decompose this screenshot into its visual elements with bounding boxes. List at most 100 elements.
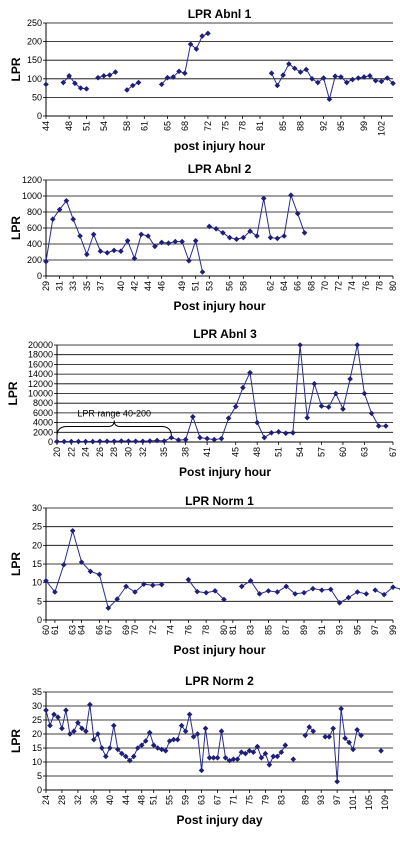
lpr-norm-2-data-point	[202, 725, 209, 732]
lpr-norm-1-xtick-label: 85	[263, 625, 273, 635]
lpr-abnl-2-data-point	[158, 239, 165, 246]
lpr-abnl-2-data-point	[50, 216, 56, 222]
lpr-abnl-1-data-point	[77, 85, 84, 91]
lpr-norm-1-data-point	[327, 586, 334, 593]
lpr-abnl-1-data-point	[158, 81, 165, 88]
lpr-norm-2-data-point	[63, 707, 69, 713]
lpr-norm-2-data-point	[350, 746, 356, 753]
lpr-norm-2-data-point	[134, 745, 141, 751]
lpr-abnl-2-xtick-label: 72	[334, 281, 344, 291]
lpr-norm-2-xtick-label: 51	[149, 795, 159, 805]
lpr-abnl-2-data-point	[220, 230, 226, 236]
lpr-abnl-1-data-point	[205, 30, 211, 37]
lpr-abnl-2-xtick-label: 49	[177, 281, 187, 291]
lpr-abnl-1-xtick-label: 85	[278, 121, 288, 131]
lpr-abnl-1-data-point	[286, 61, 292, 67]
lpr-abnl-3-x-axis-label: Post injury hour	[179, 465, 271, 479]
lpr-abnl-3-data-point	[89, 438, 96, 445]
lpr-abnl-3-ytick-label: 2000	[33, 427, 53, 437]
lpr-norm-1-ytick-label: 20	[32, 540, 42, 550]
lpr-norm-2-data-point	[190, 734, 197, 740]
lpr-abnl-3-data-point	[168, 434, 175, 441]
lpr-abnl-1-data-point	[124, 87, 130, 93]
lpr-norm-1-data-point	[43, 578, 49, 584]
lpr-abnl-2-xtick-label: 74	[347, 281, 357, 291]
lpr-abnl-1-data-point	[309, 76, 315, 82]
lpr-abnl-2-ytick-label: 0	[37, 271, 42, 281]
lpr-norm-2-data-point	[214, 755, 221, 761]
lpr-abnl-1-ytick-label: 100	[27, 74, 42, 84]
lpr-norm-1-xtick-label: 89	[299, 625, 309, 635]
lpr-abnl-1-data-point	[291, 65, 298, 72]
lpr-norm-1-data-point	[87, 568, 94, 575]
lpr-abnl-3-ytick-label: 18000	[28, 350, 53, 360]
lpr-abnl-3-data-point	[104, 438, 110, 445]
lpr-norm-2-data-point	[242, 750, 249, 757]
lpr-norm-2-data-point	[126, 757, 133, 764]
lpr-norm-2-xtick-label: 93	[316, 795, 326, 805]
lpr-abnl-3-ytick-label: 12000	[28, 379, 53, 389]
lpr-abnl-2-xtick-label: 44	[143, 281, 153, 291]
lpr-norm-1-data-point	[238, 583, 245, 590]
lpr-norm-2-data-point	[142, 738, 149, 744]
lpr-norm-2-data-point	[358, 732, 364, 739]
lpr-abnl-2-xtick-label: 58	[238, 281, 248, 291]
lpr-norm-2-data-point	[282, 742, 289, 748]
lpr-abnl-2-data-point	[254, 233, 260, 239]
lpr-abnl-3-data-point	[161, 438, 168, 444]
lpr-abnl-3-data-point	[132, 438, 139, 445]
lpr-norm-1-data-point	[78, 559, 85, 565]
lpr-abnl-2-ytick-label: 800	[27, 207, 42, 217]
lpr-norm-2-series-line	[325, 708, 362, 782]
lpr-norm-2-data-point	[138, 742, 145, 748]
lpr-norm-2-data-point	[330, 725, 336, 732]
lpr-abnl-2-data-point	[247, 228, 253, 234]
lpr-abnl-2-data-point	[192, 238, 199, 244]
lpr-abnl-1-data-point	[83, 86, 90, 92]
lpr-abnl-1-data-point	[343, 79, 350, 86]
lpr-abnl-1-xtick-label: 75	[220, 121, 230, 131]
lpr-abnl-3-xtick-label: 57	[317, 447, 327, 457]
lpr-abnl-2-xtick-label: 53	[204, 281, 214, 291]
lpr-abnl-1-data-point	[170, 74, 177, 80]
lpr-norm-1-data-point	[247, 578, 254, 584]
lpr-norm-2-data-point	[258, 755, 265, 761]
lpr-norm-2-data-point	[322, 734, 328, 740]
lpr-norm-2-data-point	[166, 738, 173, 744]
lpr-norm-2-ytick-label: 35	[32, 687, 42, 697]
lpr-abnl-3-xtick-label: 26	[95, 447, 105, 457]
lpr-abnl-1-xtick-label: 68	[180, 121, 190, 131]
lpr-norm-2-data-point	[218, 728, 225, 734]
lpr-abnl-1-data-point	[66, 73, 72, 79]
lpr-abnl-3-xtick-label: 60	[338, 447, 348, 457]
lpr-abnl-3-data-point	[304, 414, 311, 421]
lpr-norm-2-chart: LPR Norm 2 0 5 10 15 20 25 30 35 24 28 32 36 40 44 48 51…	[9, 674, 393, 827]
lpr-norm-2-xtick-label: 28	[57, 795, 67, 805]
lpr-abnl-3-annotation-brace	[56, 420, 172, 437]
lpr-norm-2-y-axis-label: LPR	[9, 729, 23, 753]
lpr-abnl-1-ytick-label: 0	[37, 111, 42, 121]
lpr-abnl-3-xtick-label: 20	[52, 447, 62, 457]
lpr-norm-2-data-point	[338, 706, 344, 712]
lpr-abnl-3-xtick-label: 54	[295, 447, 305, 457]
lpr-norm-1-title: LPR Norm 1	[185, 494, 254, 508]
lpr-norm-1-xtick-label: 78	[201, 625, 211, 635]
lpr-abnl-3-ytick-label: 20000	[28, 340, 53, 350]
lpr-abnl-2-data-point	[281, 233, 287, 239]
lpr-abnl-3-data-point	[154, 437, 160, 444]
lpr-norm-2-ytick-label: 15	[32, 743, 42, 753]
lpr-norm-1-xtick-label: 67	[103, 625, 113, 635]
lpr-abnl-3-data-point	[347, 376, 353, 382]
lpr-abnl-3-xtick-label: 48	[252, 447, 262, 457]
lpr-abnl-3-data-point	[361, 390, 368, 397]
lpr-abnl-2-xtick-label: 51	[191, 281, 201, 291]
lpr-norm-1-data-point	[372, 587, 379, 593]
lpr-abnl-3-data-point	[190, 413, 196, 420]
lpr-norm-1-data-point	[363, 591, 370, 597]
lpr-norm-2-data-point	[206, 755, 213, 761]
lpr-norm-1-data-point	[132, 589, 138, 595]
lpr-norm-2-xtick-label: 109	[380, 795, 390, 810]
lpr-abnl-2-data-point	[301, 230, 308, 236]
lpr-abnl-3-data-point	[175, 437, 182, 443]
